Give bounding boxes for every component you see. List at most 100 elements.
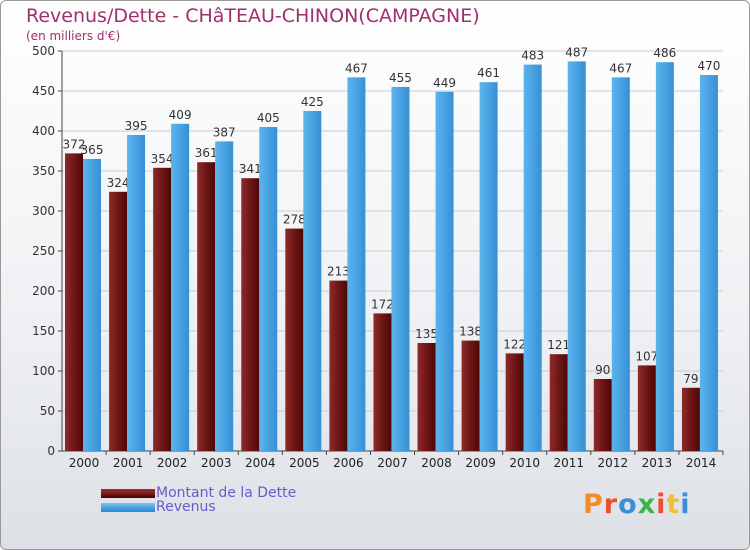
data-label-dette: 372 — [63, 137, 86, 151]
bar-dette — [373, 313, 392, 451]
data-label-dette: 122 — [503, 337, 526, 351]
data-label-dette: 90 — [595, 363, 610, 377]
data-label-revenus: 449 — [433, 76, 456, 90]
bar-revenus — [171, 123, 190, 452]
logo-letter: r — [603, 489, 619, 520]
bar-dette — [109, 191, 128, 452]
data-label-dette: 138 — [459, 325, 482, 339]
bar-revenus — [391, 87, 410, 451]
data-label-revenus: 455 — [389, 71, 412, 85]
bar-dette — [549, 354, 568, 451]
y-tick-label: 400 — [32, 124, 55, 138]
bar-revenus — [611, 77, 630, 452]
bar-dette — [153, 167, 172, 452]
data-label-dette: 79 — [683, 372, 698, 386]
x-tick-label: 2008 — [421, 456, 452, 470]
bar-dette — [241, 178, 260, 451]
x-tick-label: 2013 — [642, 456, 673, 470]
bar-revenus — [567, 61, 586, 452]
data-label-revenus: 395 — [125, 119, 148, 133]
chart-title: Revenus/Dette - CHâTEAU-CHINON(CAMPAGNE) — [26, 5, 480, 27]
chart-subtitle: (en milliers d'€) — [26, 29, 121, 43]
data-label-revenus: 483 — [521, 49, 544, 63]
data-label-revenus: 467 — [345, 61, 368, 75]
legend-label-revenus: Revenus — [156, 499, 216, 515]
data-label-dette: 354 — [151, 152, 174, 166]
data-label-revenus: 487 — [565, 45, 588, 59]
logo-letter: t — [666, 489, 681, 520]
legend-label-dette: Montant de la Dette — [156, 485, 297, 501]
data-label-revenus: 470 — [697, 59, 720, 73]
bar-dette — [417, 343, 436, 451]
y-tick-label: 200 — [32, 284, 55, 298]
bar-dette — [681, 387, 700, 451]
data-label-revenus: 387 — [213, 125, 236, 139]
bar-revenus — [479, 82, 498, 451]
x-tick-label: 2009 — [465, 456, 496, 470]
bar-revenus — [699, 75, 718, 451]
data-label-revenus: 425 — [301, 95, 324, 109]
data-label-dette: 213 — [327, 265, 350, 279]
logo-letter: x — [637, 489, 657, 520]
data-label-revenus: 365 — [81, 143, 104, 157]
x-tick-label: 2001 — [113, 456, 144, 470]
data-label-dette: 341 — [239, 162, 262, 176]
bar-revenus — [303, 111, 322, 451]
data-label-dette: 121 — [547, 338, 570, 352]
logo-letter: i — [656, 489, 667, 520]
data-label-dette: 324 — [107, 176, 130, 190]
y-tick-label: 450 — [32, 84, 55, 98]
bar-revenus — [347, 77, 366, 452]
bar-revenus — [655, 62, 674, 451]
x-tick-label: 2007 — [377, 456, 408, 470]
y-tick-label: 350 — [32, 164, 55, 178]
legend-swatch-revenus — [101, 503, 155, 512]
x-tick-label: 2012 — [598, 456, 629, 470]
x-tick-label: 2005 — [289, 456, 320, 470]
bar-dette — [637, 365, 656, 451]
y-tick-label: 0 — [47, 444, 55, 458]
y-tick-label: 250 — [32, 244, 55, 258]
y-tick-label: 500 — [32, 44, 55, 58]
data-label-revenus: 461 — [477, 66, 500, 80]
data-label-revenus: 467 — [609, 61, 632, 75]
y-tick-label: 300 — [32, 204, 55, 218]
x-tick-label: 2011 — [553, 456, 584, 470]
data-label-dette: 361 — [195, 146, 218, 160]
bar-revenus — [435, 91, 454, 452]
x-tick-label: 2004 — [245, 456, 276, 470]
bar-revenus — [259, 127, 278, 451]
y-tick-label: 150 — [32, 324, 55, 338]
bar-dette — [505, 353, 524, 451]
proxiti-logo: Proxiti — [583, 489, 691, 520]
legend-swatch-dette — [101, 489, 155, 498]
data-label-revenus: 405 — [257, 111, 280, 125]
data-label-revenus: 409 — [169, 108, 192, 122]
logo-letter: o — [618, 489, 638, 520]
x-tick-label: 2006 — [333, 456, 364, 470]
x-tick-label: 2010 — [509, 456, 540, 470]
bar-dette — [593, 379, 612, 451]
x-tick-label: 2000 — [69, 456, 100, 470]
bar-revenus — [83, 159, 101, 451]
bar-dette — [461, 340, 480, 451]
data-label-revenus: 486 — [653, 46, 676, 60]
logo-letter: P — [583, 489, 604, 520]
y-tick-label: 50 — [40, 404, 55, 418]
bar-dette — [329, 280, 348, 451]
bar-revenus — [523, 64, 542, 451]
data-label-dette: 135 — [415, 327, 438, 341]
data-label-dette: 107 — [635, 349, 658, 363]
bar-dette — [285, 228, 304, 451]
logo-letter: i — [680, 489, 691, 520]
bar-dette — [197, 162, 216, 451]
data-label-dette: 278 — [283, 213, 306, 227]
y-tick-label: 100 — [32, 364, 55, 378]
data-label-dette: 172 — [371, 297, 394, 311]
bar-revenus — [127, 135, 146, 451]
bar-dette — [65, 153, 83, 451]
x-tick-label: 2003 — [201, 456, 232, 470]
bar-revenus — [215, 141, 234, 451]
